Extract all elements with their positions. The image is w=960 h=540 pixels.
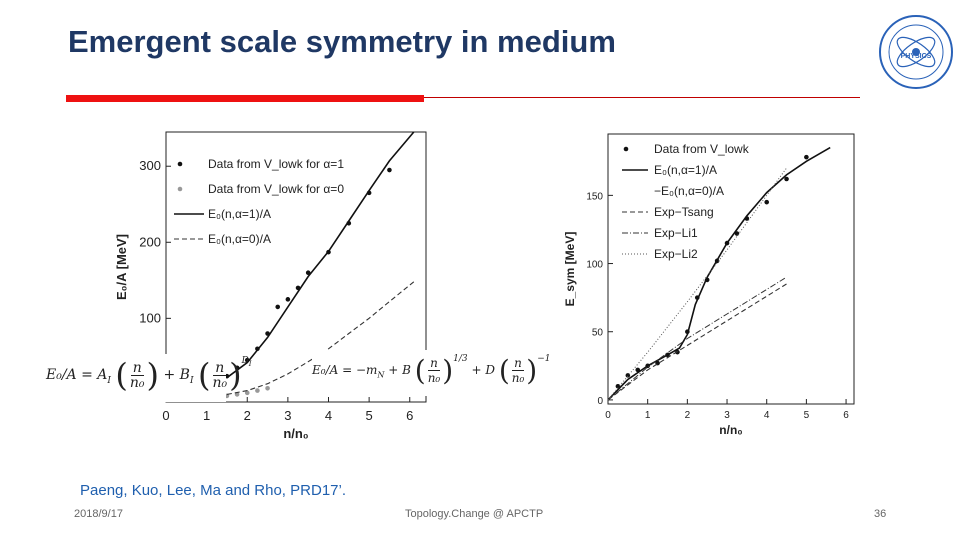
y-tick-label: 100 [139,310,161,325]
formula-right: E₀/A = −mN + B (n n₀)1/3 + D (n n₀)−1 [312,350,551,396]
x-tick-label: 6 [406,408,413,423]
x-tick-label: 4 [764,410,770,421]
university-logo: PHYSICS [879,15,953,89]
series-line [607,167,787,401]
formula-left-den: n₀ [129,374,145,391]
data-point [255,388,260,393]
legend-label: E₀(n,α=1)/A [654,163,717,177]
series-line [607,276,787,401]
formula-right-lhs: E₀/A = −m [312,363,378,377]
title-underline-accent [66,95,424,102]
formula-left-expsub: I [248,359,252,368]
x-tick-label: 4 [325,408,332,423]
series-line [226,131,415,379]
data-point [275,304,281,310]
y-tick-label: 50 [592,328,604,339]
x-axis-label: n/n₀ [283,426,308,441]
y-axis-label: E₀/A [MeV] [114,234,129,300]
data-point [387,167,392,173]
citation: Paeng, Kuo, Lee, Ma and Rho, PRD17’. [80,482,347,499]
x-tick-label: 0 [605,410,611,421]
formula-right-subn: N [377,370,385,380]
legend-label: Exp−Li2 [654,247,698,261]
y-tick-label: 300 [139,158,161,173]
title-underline-thin [424,97,860,98]
slide-title: Emergent scale symmetry in medium [68,24,616,59]
y-tick-label: 200 [139,234,161,249]
data-point [244,390,250,396]
formula-left-sub1: I [107,375,111,386]
legend-marker [177,161,183,167]
formula-right-exp13: 1/3 [453,354,468,364]
formula-left-exp: D [241,356,249,366]
x-tick-label: 2 [685,410,691,421]
formula-right-plus-b: + B [388,363,411,377]
plot-frame [607,133,855,405]
footer-date: 2018/9/17 [74,508,123,520]
x-axis-label: n/n₀ [719,423,742,437]
data-point [265,386,270,391]
formula-left-lhs: E₀/A = A [46,367,108,383]
data-point [285,297,291,302]
legend-label: Data from V_lowk for α=0 [208,182,344,196]
legend-label: E₀(n,α=1)/A [208,207,271,221]
formula-left-plus-b: + B [163,367,190,383]
x-tick-label: 2 [244,408,251,423]
logo-text: PHYSICS [901,53,932,60]
plot-frame [165,131,427,403]
data-point [784,176,789,182]
y-tick-label: 0 [597,396,603,407]
legend-label: Exp−Li1 [654,226,698,240]
formula-right-plus-d: + D [471,363,495,377]
legend-label: Data from V_lowk for α=1 [208,157,344,171]
x-tick-label: 1 [203,408,210,423]
x-tick-label: 3 [284,408,291,423]
series-line [607,146,831,401]
data-point [764,199,770,205]
x-tick-label: 3 [724,410,730,421]
y-tick-label: 100 [586,260,603,271]
y-tick-label: 150 [586,191,603,202]
energy-per-nucleon-chart: 0 1 2 3 4 5 6 100 200 300 n/n₀ E₀/A [MeV] Data from … [114,131,427,441]
legend-marker [177,186,183,192]
legend-label: −E₀(n,α=0)/A [654,184,724,198]
formula-left-num: n [130,359,144,376]
footer-center: Topology.Change @ APCTP [405,508,544,520]
y-axis-label: E_sym [MeV] [563,232,577,307]
legend-label: E₀(n,α=0)/A [208,232,271,246]
x-tick-label: 0 [162,408,169,423]
legend-label: Data from V_lowk [654,142,750,156]
formula-left: E₀/A = AI (n n₀) + BI (n n₀)DI [46,354,252,402]
symmetry-energy-chart: 0 1 2 3 4 5 6 0 50 100 150 n/n₀ E_sym [MeV] Data from… [563,133,855,437]
x-tick-label: 1 [645,410,651,421]
series-line [607,283,787,401]
right-chart-panel: 0 1 2 3 4 5 6 0 50 100 150 n/n₀ E_sym [MeV] Data from… [556,120,864,446]
formula-left-sub2: I [189,375,194,386]
x-tick-label: 6 [843,410,849,421]
x-tick-label: 5 [804,410,810,421]
data-point [804,154,809,160]
x-tick-label: 5 [366,408,373,423]
legend-label: Exp−Tsang [654,205,714,219]
legend-marker [623,146,629,152]
footer-page-number: 36 [874,508,887,520]
formula-right-expm1: −1 [537,354,551,364]
